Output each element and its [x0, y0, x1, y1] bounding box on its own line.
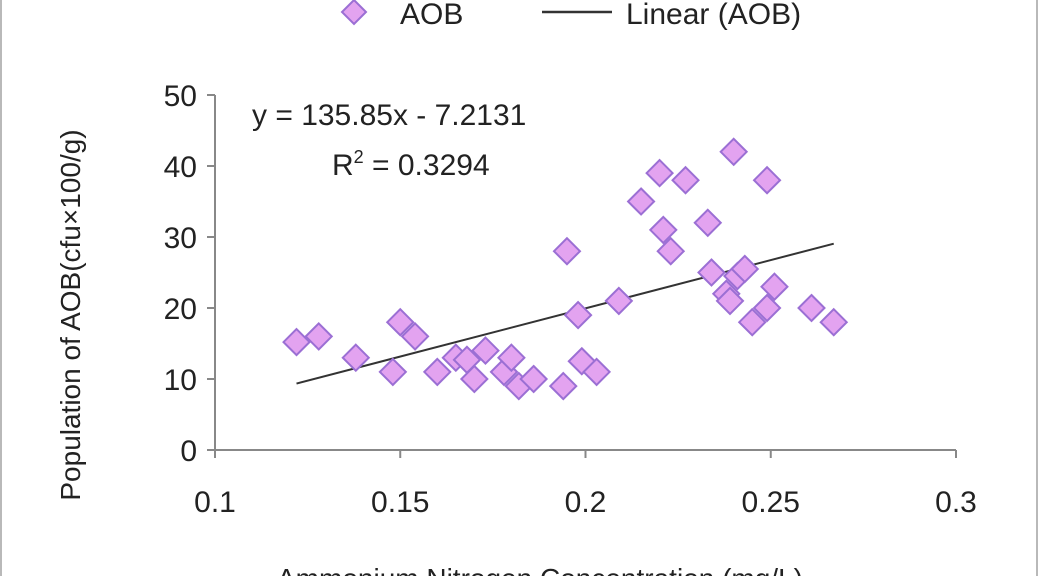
r2-superscript: 2 [354, 147, 364, 167]
data-point [730, 254, 760, 284]
x-tick-label: 0.1 [194, 486, 236, 519]
data-point [282, 327, 311, 357]
data-point [422, 357, 452, 387]
data-point [752, 293, 782, 323]
data-point [737, 307, 767, 337]
legend-marker-aob [340, 0, 368, 26]
data-point [760, 272, 789, 302]
y-tick-label: 30 [164, 222, 197, 255]
data-point [604, 286, 634, 316]
data-point [385, 307, 415, 337]
x-tick-label: 0.3 [935, 486, 977, 519]
y-tick-label: 20 [164, 293, 197, 326]
data-point [819, 307, 849, 337]
x-axis-title: Ammonium Nitrogen Concentration (mg/L) [277, 563, 803, 576]
x-tick-label: 0.15 [371, 486, 429, 519]
data-points [282, 137, 849, 401]
trendline-r2: R2 = 0.3294 [332, 147, 490, 182]
legend-label-aob: AOB [400, 0, 463, 31]
data-point [582, 357, 612, 387]
data-point [656, 236, 686, 266]
data-point [715, 286, 745, 316]
data-point [626, 187, 656, 216]
r2-value: = 0.3294 [364, 149, 490, 182]
x-tick-label: 0.2 [565, 486, 607, 519]
y-axis-title: Population of AOB(cfu×100/g) [55, 129, 86, 500]
data-point [752, 165, 782, 195]
r2-label: R [332, 149, 354, 182]
data-point [519, 364, 549, 394]
y-ticks: 0 10 20 30 40 50 [164, 80, 215, 468]
y-tick-label: 0 [180, 435, 197, 468]
data-point [459, 364, 489, 394]
data-point [552, 236, 582, 266]
data-point [341, 343, 371, 373]
y-tick-label: 50 [164, 80, 197, 113]
data-point [548, 371, 578, 401]
trendline-equation: y = 135.85x - 7.2131 [252, 99, 526, 132]
data-point [671, 165, 700, 195]
legend: AOB Linear (AOB) [340, 0, 801, 31]
data-point [697, 258, 726, 287]
data-point [645, 158, 675, 188]
data-point [378, 357, 408, 387]
data-point [797, 293, 826, 323]
y-tick-label: 10 [164, 364, 197, 397]
data-point [648, 215, 678, 245]
data-point [563, 300, 593, 330]
legend-label-linear: Linear (AOB) [626, 0, 801, 31]
data-point [719, 137, 749, 167]
y-tick-label: 40 [164, 151, 197, 184]
data-point [496, 343, 526, 373]
data-point [400, 321, 430, 351]
x-ticks: 0.1 0.15 0.2 0.25 0.3 [194, 450, 977, 519]
x-tick-label: 0.25 [742, 486, 800, 519]
data-point [304, 321, 334, 351]
data-point [693, 208, 723, 238]
data-point [471, 336, 500, 366]
